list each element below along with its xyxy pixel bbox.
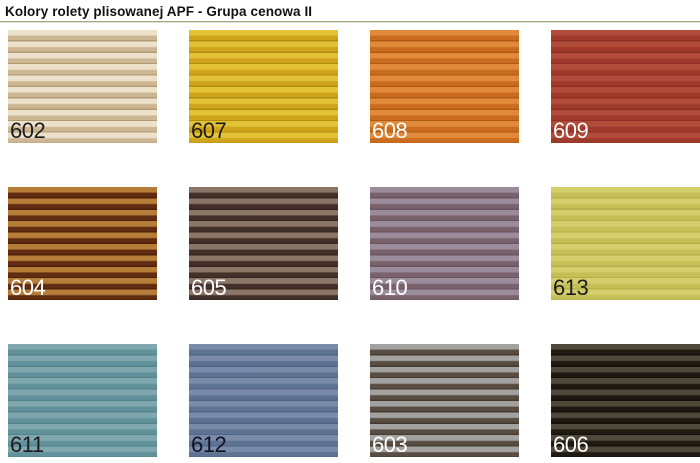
swatch-608[interactable]: 608 bbox=[370, 30, 519, 143]
swatch-code: 613 bbox=[553, 275, 589, 300]
swatch-code: 602 bbox=[10, 118, 46, 143]
swatch-code: 603 bbox=[372, 432, 408, 457]
swatch-code: 606 bbox=[553, 432, 589, 457]
swatch-code: 609 bbox=[553, 118, 589, 143]
swatch-604[interactable]: 604 bbox=[8, 187, 157, 300]
title-divider bbox=[0, 21, 700, 23]
swatch-607[interactable]: 607 bbox=[189, 30, 338, 143]
swatch-code: 607 bbox=[191, 118, 227, 143]
pleated-texture bbox=[370, 344, 519, 457]
swatch-611[interactable]: 611 bbox=[8, 344, 157, 457]
swatch-grid: 602 607 608 609 604 605 610 613 bbox=[0, 23, 700, 457]
pleated-texture bbox=[8, 30, 157, 143]
swatch-610[interactable]: 610 bbox=[370, 187, 519, 300]
pleated-texture bbox=[551, 187, 700, 300]
swatch-code: 612 bbox=[191, 432, 227, 457]
swatch-613[interactable]: 613 bbox=[551, 187, 700, 300]
pleated-texture bbox=[8, 344, 157, 457]
swatch-code: 611 bbox=[10, 432, 44, 457]
page-title: Kolory rolety plisowanej APF - Grupa cen… bbox=[5, 4, 313, 19]
swatch-612[interactable]: 612 bbox=[189, 344, 338, 457]
swatch-609[interactable]: 609 bbox=[551, 30, 700, 143]
pleated-texture bbox=[189, 30, 338, 143]
swatch-606[interactable]: 606 bbox=[551, 344, 700, 457]
swatch-code: 604 bbox=[10, 275, 46, 300]
swatch-602[interactable]: 602 bbox=[8, 30, 157, 143]
pleated-texture bbox=[370, 187, 519, 300]
swatch-code: 605 bbox=[191, 275, 227, 300]
pleated-texture bbox=[189, 344, 338, 457]
swatch-code: 608 bbox=[372, 118, 408, 143]
swatch-605[interactable]: 605 bbox=[189, 187, 338, 300]
swatch-603[interactable]: 603 bbox=[370, 344, 519, 457]
pleated-texture bbox=[8, 187, 157, 300]
pleated-texture bbox=[370, 30, 519, 143]
pleated-texture bbox=[551, 344, 700, 457]
pleated-texture bbox=[551, 30, 700, 143]
swatch-code: 610 bbox=[372, 275, 408, 300]
pleated-texture bbox=[189, 187, 338, 300]
